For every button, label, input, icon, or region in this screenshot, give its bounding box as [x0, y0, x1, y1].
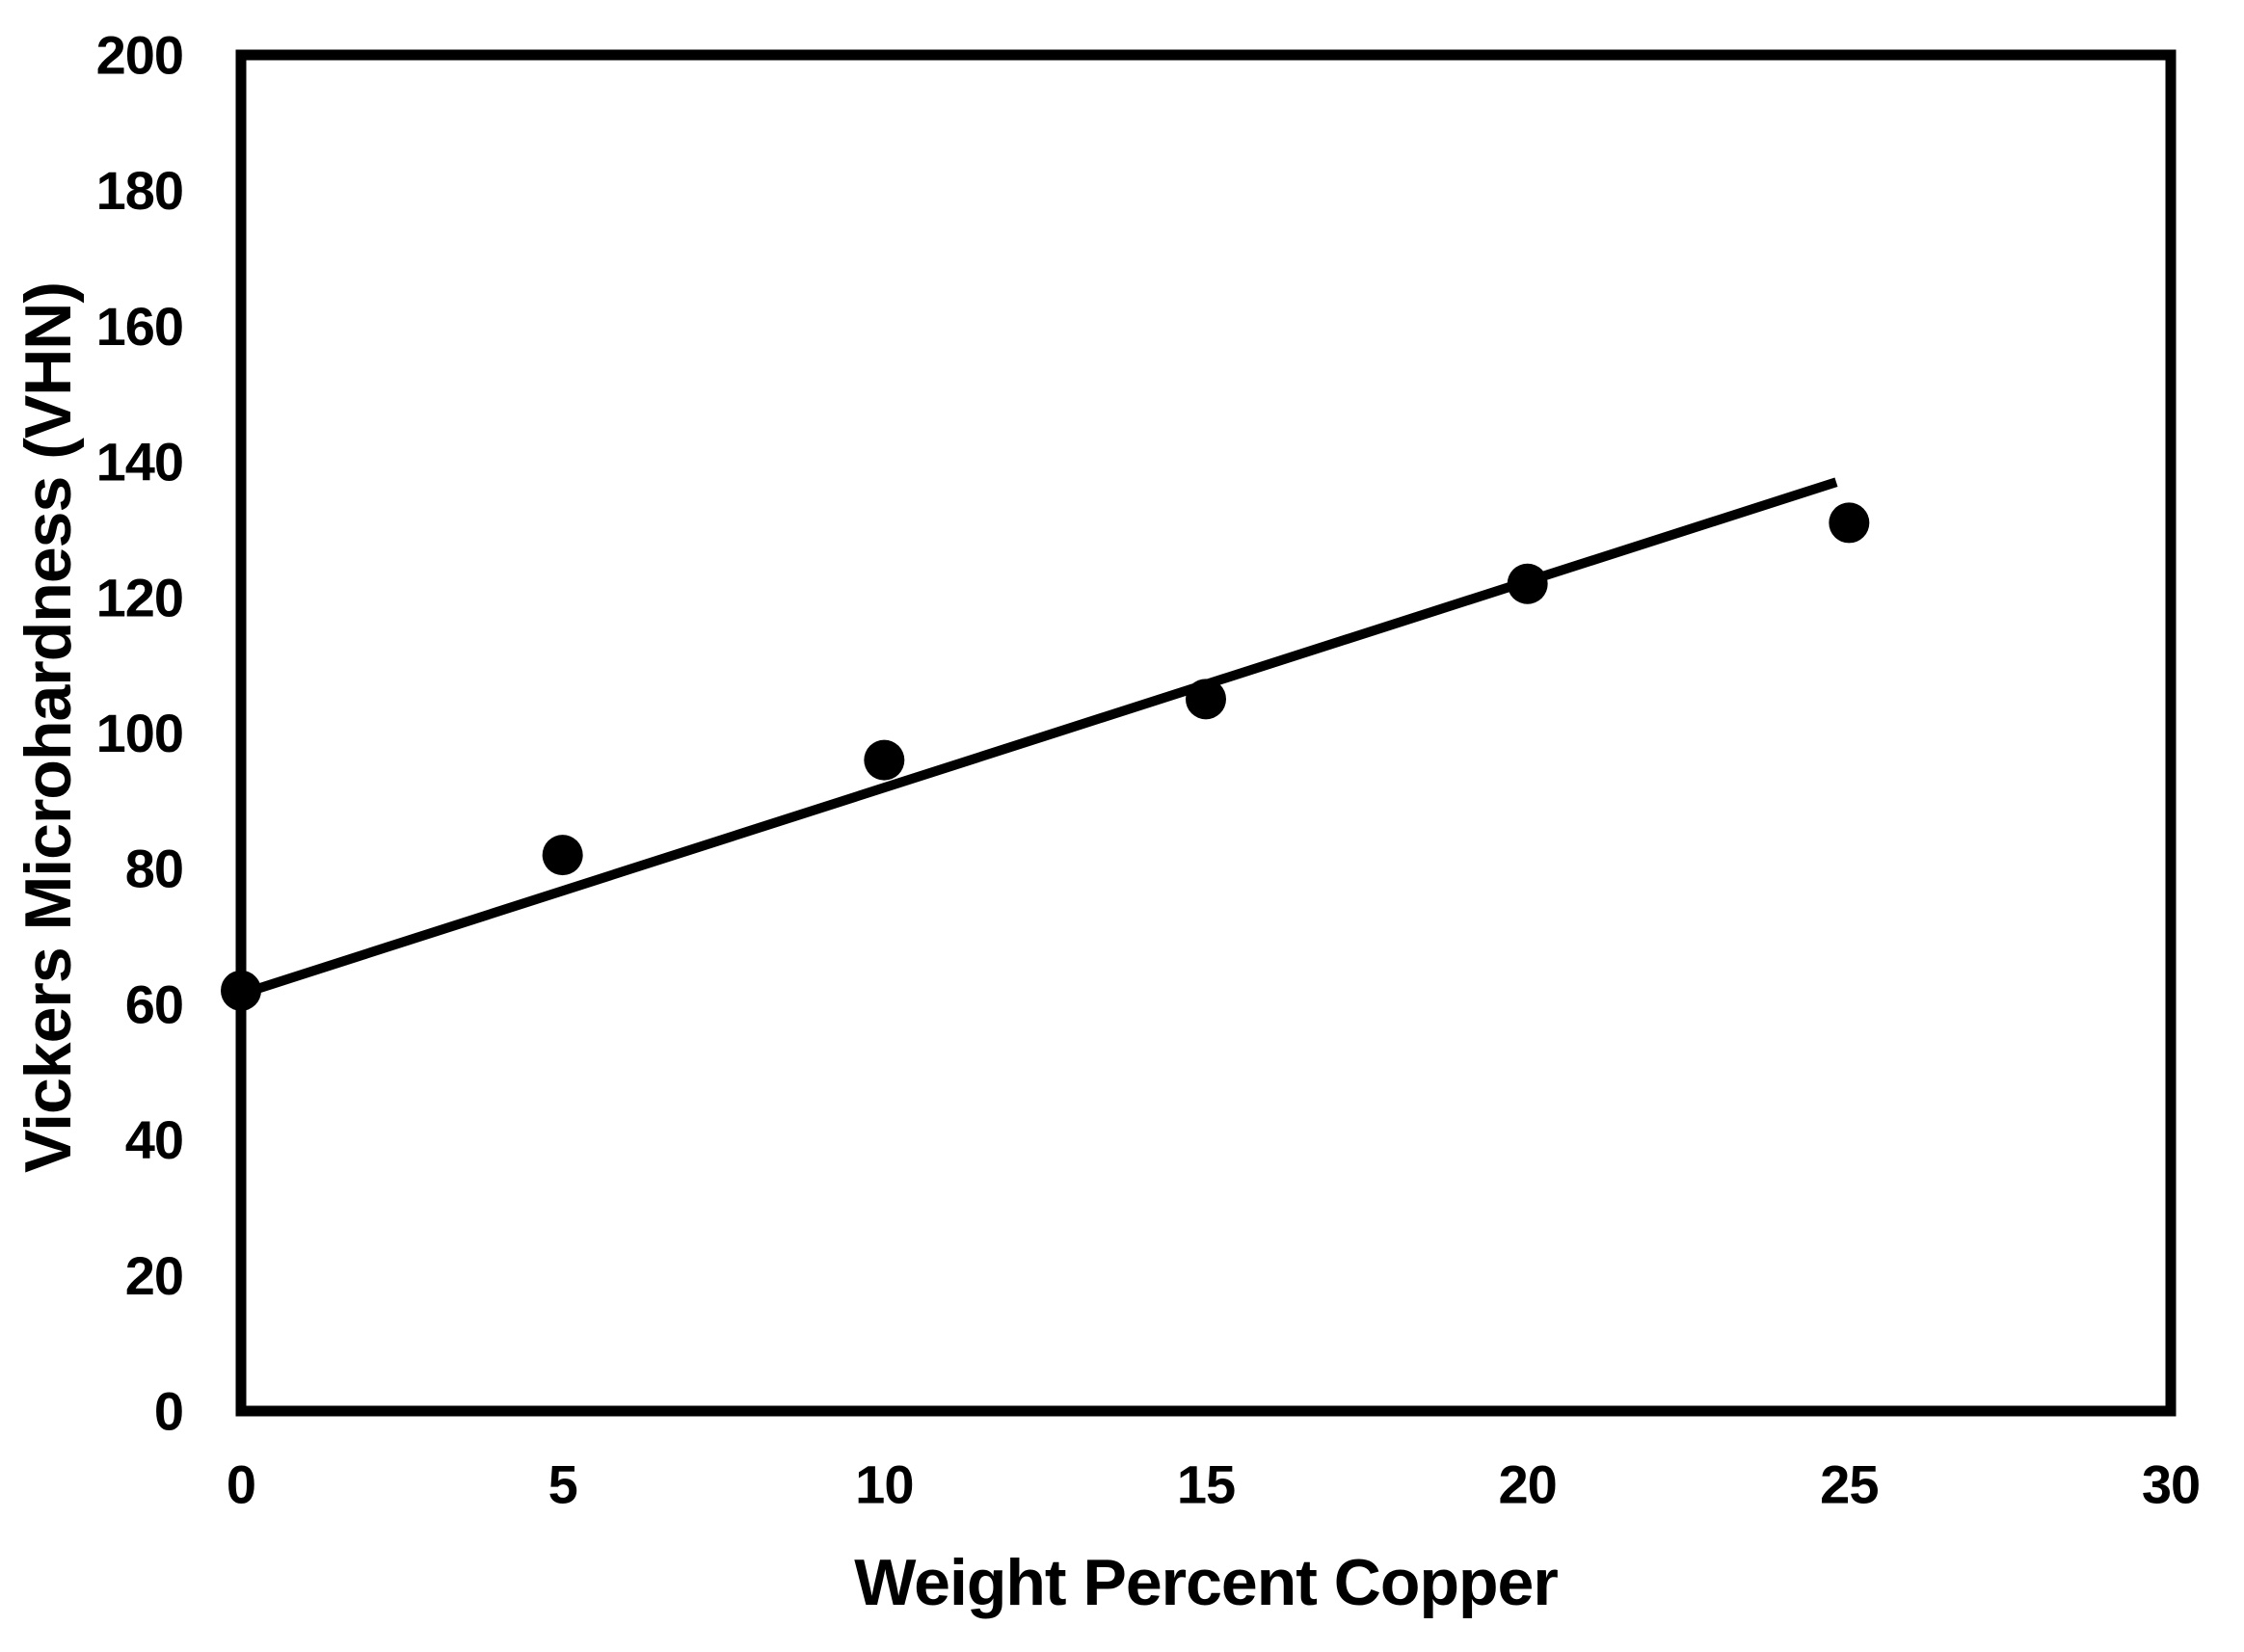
y-tick-label: 100 [96, 703, 183, 763]
y-tick-label: 80 [125, 839, 183, 899]
x-tick-label: 5 [548, 1454, 577, 1515]
linear-fit-trendline [239, 477, 1838, 999]
x-tick-label: 20 [1499, 1454, 1557, 1515]
x-axis-tick-labels: 0 5 10 15 20 25 30 [227, 1454, 2201, 1515]
y-tick-label: 160 [96, 296, 183, 357]
y-tick-label: 60 [125, 973, 183, 1034]
data-point-marker [221, 970, 261, 1011]
data-point-marker [542, 835, 583, 876]
y-tick-label: 0 [154, 1381, 183, 1442]
data-point-marker [1186, 679, 1226, 720]
data-point-marker [864, 739, 905, 781]
y-tick-label: 120 [96, 567, 183, 627]
x-tick-label: 25 [1820, 1454, 1878, 1515]
x-axis-title: Weight Percent Copper [854, 1546, 1558, 1619]
y-tick-label: 20 [125, 1245, 183, 1306]
y-axis-title: Vickers Microhardness (VHN) [12, 282, 85, 1173]
x-tick-label: 30 [2142, 1454, 2200, 1515]
y-tick-label: 140 [96, 432, 183, 493]
x-tick-label: 0 [227, 1454, 255, 1515]
x-tick-label: 15 [1177, 1454, 1235, 1515]
y-tick-label: 40 [125, 1109, 183, 1170]
data-point-marker [1507, 563, 1548, 604]
y-tick-label: 180 [96, 160, 183, 221]
plot-area-border [235, 49, 2177, 1417]
data-point-marker [1829, 502, 1870, 544]
y-tick-label: 200 [96, 25, 183, 86]
scatter-points [221, 502, 1870, 1011]
y-axis-tick-labels: 0 20 40 60 80 100 120 140 160 180 200 [96, 25, 184, 1442]
x-tick-label: 10 [855, 1454, 913, 1515]
